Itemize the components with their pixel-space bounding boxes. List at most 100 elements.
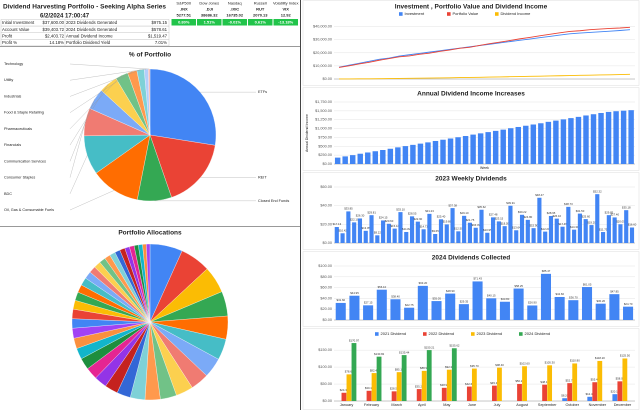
bar <box>548 215 554 243</box>
data-label: $78.60 <box>345 370 354 374</box>
table-cell: 2023 Dividends Generated <box>66 20 118 25</box>
bar <box>542 384 548 401</box>
bar <box>486 298 497 320</box>
data-label: $27.48 <box>489 213 498 217</box>
bar <box>447 138 454 164</box>
legend-swatch <box>519 332 523 336</box>
y-tick-label: $40,000.00 <box>313 25 332 29</box>
bar <box>346 211 351 243</box>
bar <box>398 212 403 243</box>
bar <box>538 123 544 164</box>
bar <box>357 153 363 164</box>
bar <box>438 219 444 243</box>
bar <box>605 111 612 164</box>
pie-label: Industrials <box>4 94 21 98</box>
data-label: $31.60 <box>337 298 346 302</box>
table-cell: 2024 Dividends Generated <box>66 27 118 32</box>
data-label: $10.95 <box>483 228 492 232</box>
x-tick-label: March <box>391 403 402 407</box>
bar <box>427 213 432 243</box>
data-label: $35.20 <box>415 384 424 388</box>
y-tick-label: $0.00 <box>322 77 332 81</box>
bar <box>375 235 380 243</box>
x-tick-label: November <box>589 403 607 407</box>
bar <box>500 129 506 164</box>
data-label: $19.88 <box>443 220 452 224</box>
bar <box>492 130 499 164</box>
table-cell: Account Value <box>2 27 30 32</box>
data-label: $98.40 <box>495 363 504 367</box>
index-change: 1.51% <box>204 19 216 24</box>
chart-title: 2024 Dividends Collected <box>432 255 510 262</box>
data-label: $170.97 <box>349 338 360 342</box>
data-label: $29.85 <box>605 210 614 214</box>
bar <box>527 305 538 320</box>
legend-label: 2024 Dividend <box>525 331 551 336</box>
data-label: $36.70 <box>569 295 578 299</box>
bar <box>450 208 455 243</box>
data-label: $27.15 <box>364 301 373 305</box>
data-label: $12.40 <box>586 392 595 396</box>
data-label: $37.38 <box>448 203 457 207</box>
data-label: $33.10 <box>396 207 405 211</box>
leader-line <box>69 68 147 81</box>
legend-label: Investment <box>405 11 425 16</box>
data-label: $13.64 <box>512 226 521 230</box>
data-label: $44.95 <box>350 291 359 295</box>
y-tick-label: $0.00 <box>322 241 332 245</box>
leader-line <box>69 71 133 113</box>
bar <box>597 360 603 401</box>
y-tick-label: $20,000.00 <box>313 51 332 55</box>
pie-label: BDC <box>4 192 12 196</box>
data-label: $25.60 <box>582 214 591 218</box>
chart-frame <box>302 0 640 86</box>
data-label: $30.20 <box>597 299 606 303</box>
bar <box>473 227 478 243</box>
table-row <box>0 39 170 47</box>
data-label: $82.40 <box>370 368 379 372</box>
y-tick-label: $10,000.00 <box>313 64 332 68</box>
y-tick-label: $60.00 <box>320 185 332 189</box>
table-cell: Profit <box>2 33 13 38</box>
index-change-cell <box>248 19 273 26</box>
bar <box>386 223 391 243</box>
bar <box>349 155 356 164</box>
y-tick-label: $20.00 <box>320 222 332 226</box>
leader-line <box>69 121 86 178</box>
bar <box>618 224 623 243</box>
bar <box>612 217 617 243</box>
bar <box>416 389 422 401</box>
table-cell: $1,519.47 <box>148 33 168 38</box>
bar <box>433 233 438 243</box>
bar <box>491 217 496 243</box>
bar <box>554 218 559 243</box>
bar <box>363 230 368 243</box>
data-label: $13.05 <box>362 226 371 230</box>
bar <box>502 226 507 243</box>
index-price: 2070.13 <box>253 13 268 18</box>
bar <box>456 231 461 243</box>
bar <box>553 120 559 164</box>
bar <box>334 157 341 164</box>
bar <box>581 287 593 320</box>
legend-swatch <box>399 12 403 16</box>
bar <box>606 215 611 243</box>
bar <box>357 218 363 243</box>
pie-label: Pharmaceuticals <box>4 127 32 131</box>
index-change-cell <box>197 19 222 26</box>
bar <box>543 231 548 243</box>
data-label: $35.18 <box>622 205 631 209</box>
bar <box>547 365 553 401</box>
legend-swatch <box>375 332 379 336</box>
bar <box>417 143 424 164</box>
timestamp: 6/2/2024 17:00:47 <box>40 14 90 20</box>
data-label: $150.21 <box>424 345 435 349</box>
data-label: $48.10 <box>540 380 549 384</box>
bar <box>537 197 542 243</box>
data-label: $15.44 <box>390 224 399 228</box>
pie-slice <box>146 243 151 323</box>
data-label: $50.20 <box>515 379 524 383</box>
index-ticker: VIX <box>283 7 290 12</box>
data-label: $17.45 <box>558 222 567 226</box>
bar <box>530 124 537 164</box>
